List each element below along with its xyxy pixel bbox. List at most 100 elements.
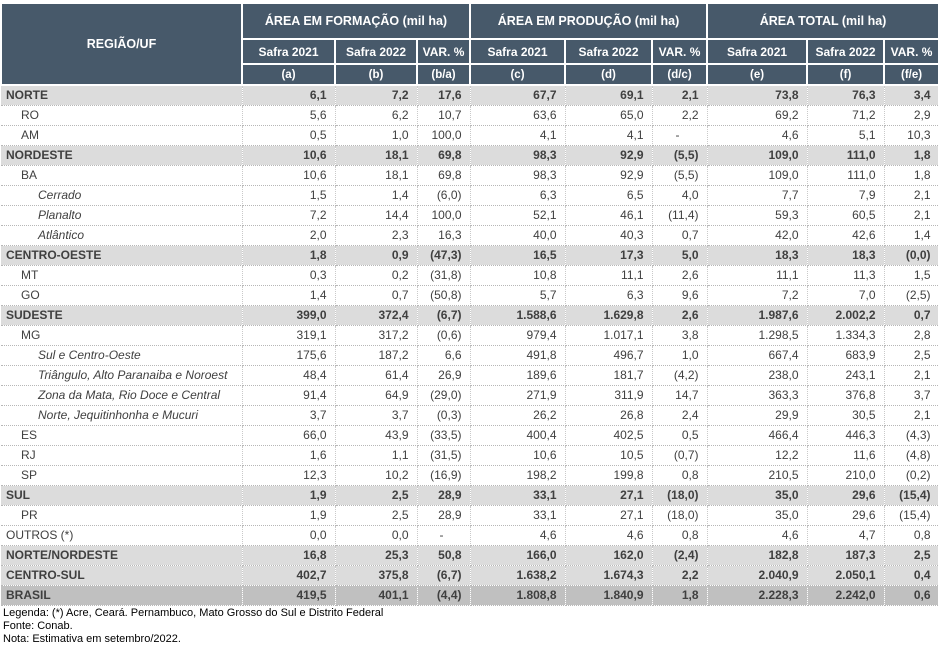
data-cell: 98,3 (470, 145, 566, 166)
group-header-formacao: ÁREA EM FORMAÇÃO (mil ha) (241, 2, 471, 40)
data-cell: 181,7 (565, 365, 653, 386)
data-cell: 59,3 (707, 205, 808, 226)
data-cell: 9,6 (652, 285, 708, 306)
row-label: RO (1, 105, 243, 126)
row-label: Triângulo, Alto Paranaiba e Noroest (1, 365, 243, 386)
data-cell: 1,8 (884, 145, 938, 166)
data-cell: 26,2 (470, 405, 566, 426)
data-cell: 2,9 (884, 105, 938, 126)
col-letter: (f) (806, 63, 886, 86)
data-cell: 4,6 (470, 525, 566, 546)
col-header-safra: Safra 2022 (564, 38, 653, 65)
row-label: MG (1, 325, 243, 346)
row-label: Atlântico (1, 225, 243, 246)
table-row: Triângulo, Alto Paranaiba e Noroest 48,4 6… (1, 365, 938, 386)
data-cell: 1,0 (335, 125, 418, 146)
data-cell: 16,5 (470, 245, 566, 266)
data-cell: 2,5 (884, 545, 938, 566)
data-cell: (6,7) (417, 565, 471, 586)
table-row: BRASIL 419,5 401,1 (4,4) 1.808,8 1.840,9 1,8 2.… (1, 585, 938, 606)
row-label: GO (1, 285, 243, 306)
data-cell: 0,5 (242, 125, 336, 146)
data-cell: 1.629,8 (565, 305, 653, 326)
data-cell: 0,4 (884, 565, 938, 586)
data-cell: 2,1 (884, 205, 938, 226)
data-cell: 210,0 (807, 465, 885, 486)
data-cell: (18,0) (652, 505, 708, 526)
data-cell: (29,0) (417, 385, 471, 406)
data-cell: 61,4 (335, 365, 418, 386)
data-cell: 2,5 (335, 485, 418, 506)
data-cell: 35,0 (707, 505, 808, 526)
region-uf-header: REGIÃO/UF (0, 2, 243, 86)
data-cell: (33,5) (417, 425, 471, 446)
legend-text: Legenda: (*) Acre, Ceará. Pernambuco, Ma… (3, 606, 384, 619)
data-cell: (31,8) (417, 265, 471, 286)
data-cell: 363,3 (707, 385, 808, 406)
data-cell: (5,5) (652, 165, 708, 186)
data-cell: 187,3 (807, 545, 885, 566)
row-label: MT (1, 265, 243, 286)
data-cell: 33,1 (470, 485, 566, 506)
data-cell: 29,6 (807, 505, 885, 526)
data-cell: 0,8 (884, 525, 938, 546)
data-cell: 0,6 (884, 585, 938, 606)
data-cell: 69,1 (565, 85, 653, 106)
data-cell: 1,1 (335, 445, 418, 466)
area-table: REGIÃO/UF ÁREA EM FORMAÇÃO (mil ha) ÁREA… (0, 2, 938, 606)
data-cell: 402,7 (242, 565, 336, 586)
data-cell: 496,7 (565, 345, 653, 366)
data-cell: 92,9 (565, 165, 653, 186)
data-cell: 0,0 (242, 525, 336, 546)
data-cell: 6,6 (417, 345, 471, 366)
data-cell: 16,8 (242, 545, 336, 566)
data-cell: 65,0 (565, 105, 653, 126)
data-cell: 2,6 (652, 305, 708, 326)
data-cell: 1,9 (242, 505, 336, 526)
data-cell: 2.040,9 (707, 565, 808, 586)
col-header-safra: Safra 2021 (241, 38, 336, 65)
data-cell: 4,6 (707, 125, 808, 146)
row-label: Cerrado (1, 185, 243, 206)
data-cell: (15,4) (884, 485, 938, 506)
data-cell: 1.017,1 (565, 325, 653, 346)
data-cell: 10,7 (417, 105, 471, 126)
data-cell: (15,4) (884, 505, 938, 526)
data-cell: 376,8 (807, 385, 885, 406)
data-cell: 1,4 (335, 185, 418, 206)
data-cell: (6,7) (417, 305, 471, 326)
data-cell: 12,2 (707, 445, 808, 466)
data-cell: 317,2 (335, 325, 418, 346)
data-cell: 67,7 (470, 85, 566, 106)
data-cell: 42,0 (707, 225, 808, 246)
col-letter: (b/a) (416, 63, 471, 86)
data-cell: 4,0 (652, 185, 708, 206)
data-cell: 2,3 (335, 225, 418, 246)
table-row: NORTE 6,1 7,2 17,6 67,7 69,1 2,1 73,8 76,3 3,4 (1, 85, 938, 106)
data-cell: 3,7 (335, 405, 418, 426)
row-label: BA (1, 165, 243, 186)
data-cell: 187,2 (335, 345, 418, 366)
data-cell: 40,3 (565, 225, 653, 246)
data-cell: 400,4 (470, 425, 566, 446)
data-cell: (16,9) (417, 465, 471, 486)
data-cell: 10,3 (884, 125, 938, 146)
data-cell: 1.588,6 (470, 305, 566, 326)
table-row: CENTRO-SUL 402,7 375,8 (6,7) 1.638,2 1.674,3 2… (1, 565, 938, 586)
data-cell: 2,2 (652, 105, 708, 126)
table-row: NORTE/NORDESTE 16,8 25,3 50,8 166,0 162,0 (2,4… (1, 545, 938, 566)
data-cell: 4,6 (707, 525, 808, 546)
data-cell: 109,0 (707, 165, 808, 186)
data-cell: 399,0 (242, 305, 336, 326)
data-cell: 6,3 (565, 285, 653, 306)
data-cell: 2,2 (652, 565, 708, 586)
col-header-safra: Safra 2021 (469, 38, 566, 65)
data-cell: 446,3 (807, 425, 885, 446)
row-label: NORTE/NORDESTE (1, 545, 243, 566)
data-cell: 402,5 (565, 425, 653, 446)
data-cell: 491,8 (470, 345, 566, 366)
data-cell: 66,0 (242, 425, 336, 446)
data-cell: 0,7 (884, 305, 938, 326)
data-cell: 0,8 (652, 525, 708, 546)
data-cell: 28,9 (417, 505, 471, 526)
